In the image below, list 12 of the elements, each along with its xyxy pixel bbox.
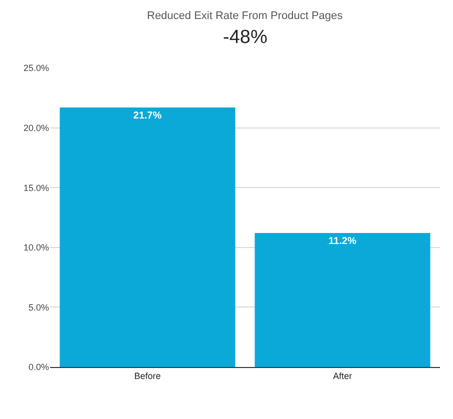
x-tick-label: After [332,370,352,381]
y-tick-label: 0.0% [28,362,49,372]
y-tick-label: 5.0% [28,302,49,312]
y-tick-label: 10.0% [23,242,49,253]
x-tick-label: Before [134,370,161,381]
chart-subtitle: -48% [223,27,268,48]
chart-title: Reduced Exit Rate From Product Pages [147,10,344,22]
y-tick-label: 20.0% [23,122,49,133]
data-label: 21.7% [133,110,162,122]
y-tick-label: 25.0% [23,63,49,74]
y-tick-label: 15.0% [23,182,49,193]
data-label: 11.2% [328,236,356,248]
